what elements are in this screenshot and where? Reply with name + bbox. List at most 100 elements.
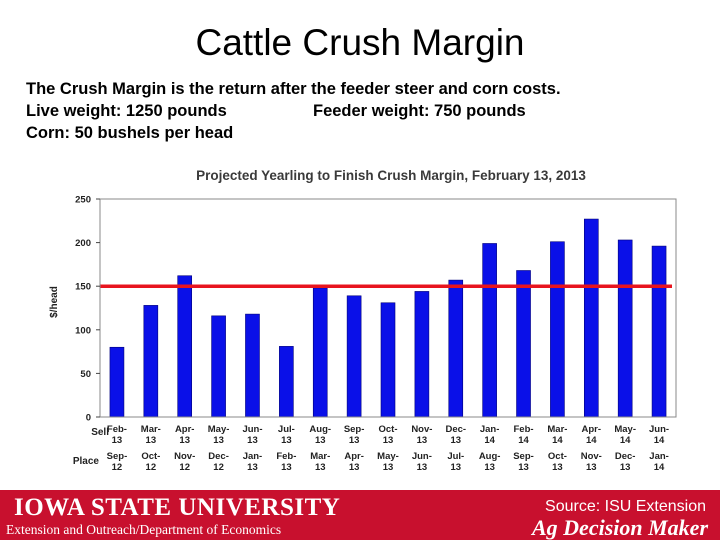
source-text: Source: ISU Extension <box>545 498 706 515</box>
sell-label-year: 13 <box>315 435 326 446</box>
place-label-month: Nov- <box>174 451 195 462</box>
place-label-year: 12 <box>213 462 224 473</box>
bar-jun-13 <box>245 313 260 418</box>
sell-label-year: 13 <box>213 435 224 446</box>
sell-label-year: 13 <box>349 435 360 446</box>
sell-label-month: May- <box>208 424 230 435</box>
sell-label-year: 14 <box>518 435 529 446</box>
place-row-label: Place <box>73 456 100 467</box>
place-label-month: Oct- <box>548 451 567 462</box>
place-label-month: Nov- <box>581 451 602 462</box>
sell-label-month: Nov- <box>411 424 432 435</box>
place-label-year: 14 <box>654 462 665 473</box>
bar-mar-14 <box>550 241 565 418</box>
bar-nov-13 <box>414 291 430 418</box>
place-label-month: Jan- <box>243 451 263 462</box>
crush-margin-chart: Projected Yearling to Finish Crush Margi… <box>26 150 706 475</box>
bar-jan-14 <box>482 243 497 418</box>
bar-may-14 <box>617 239 633 418</box>
bar-apr-13 <box>177 275 193 418</box>
place-label-year: 13 <box>417 462 428 473</box>
sell-label-year: 14 <box>654 435 665 446</box>
y-axis-label: $/head <box>49 286 60 318</box>
description-live-weight: Live weight: 1250 pounds <box>26 102 227 120</box>
place-label-year: 12 <box>112 462 123 473</box>
place-label-year: 13 <box>586 462 597 473</box>
bar-apr-14 <box>583 218 599 418</box>
department-text: Extension and Outreach/Department of Eco… <box>6 522 282 537</box>
sell-label-month: Jul- <box>278 424 295 435</box>
sell-label-month: Sep- <box>344 424 365 435</box>
sell-label-month: Apr- <box>175 424 195 435</box>
sell-label-year: 14 <box>620 435 631 446</box>
bar-feb-14 <box>516 270 531 418</box>
bar-feb-13 <box>109 346 125 418</box>
sell-label-month: Oct- <box>379 424 398 435</box>
sell-label-year: 13 <box>112 435 123 446</box>
footer-bar: Iowa State University Extension and Outr… <box>0 490 720 540</box>
y-tick-label: 100 <box>75 325 91 336</box>
sell-label-month: Jan- <box>480 424 500 435</box>
place-label-month: Sep- <box>513 451 534 462</box>
sell-label-month: Mar- <box>141 424 161 435</box>
place-label-year: 13 <box>620 462 631 473</box>
place-label-year: 13 <box>552 462 563 473</box>
place-label-month: Dec- <box>615 451 636 462</box>
y-tick-label: 50 <box>80 369 91 380</box>
plot-frame <box>99 198 677 418</box>
place-label-year: 13 <box>450 462 461 473</box>
bar-mar-13 <box>143 305 159 418</box>
place-label-month: May- <box>377 451 399 462</box>
y-tick-label: 0 <box>86 413 91 424</box>
y-tick-label: 200 <box>75 238 91 249</box>
sell-label-year: 13 <box>450 435 461 446</box>
place-label-month: Jul- <box>447 451 464 462</box>
place-label-month: Sep- <box>107 451 128 462</box>
description-feeder-weight: Feeder weight: 750 pounds <box>313 102 526 120</box>
sell-label-year: 14 <box>484 435 495 446</box>
sell-label-month: Feb- <box>513 424 533 435</box>
place-label-month: Oct- <box>141 451 160 462</box>
sell-label-month: Aug- <box>309 424 331 435</box>
place-label-year: 12 <box>179 462 190 473</box>
bar-dec-13 <box>448 279 464 418</box>
ag-decision-maker-logo: Ag Decision Maker <box>532 515 708 540</box>
bar-oct-13 <box>380 302 396 418</box>
description-line-3: Corn: 50 bushels per head <box>26 124 234 142</box>
bar-may-13 <box>211 315 226 418</box>
place-label-year: 13 <box>518 462 529 473</box>
sell-label-year: 13 <box>281 435 292 446</box>
sell-label-month: Apr- <box>582 424 602 435</box>
sell-label-month: Mar- <box>547 424 567 435</box>
bar-sep-13 <box>346 295 362 418</box>
place-label-month: Jan- <box>649 451 669 462</box>
sell-label-year: 13 <box>417 435 428 446</box>
sell-label-year: 13 <box>179 435 190 446</box>
place-label-year: 13 <box>349 462 360 473</box>
sell-label-year: 13 <box>247 435 258 446</box>
sell-label-month: Dec- <box>445 424 466 435</box>
place-label-month: Dec- <box>208 451 229 462</box>
bar-jun-14 <box>651 245 667 418</box>
place-label-year: 13 <box>484 462 495 473</box>
place-label-year: 13 <box>383 462 394 473</box>
sell-label-month: Jun- <box>649 424 669 435</box>
y-tick-label: 250 <box>75 195 91 206</box>
sell-row-label: Sell <box>91 427 109 438</box>
sell-label-month: Jun- <box>242 424 262 435</box>
slide-title: Cattle Crush Margin <box>195 22 525 63</box>
university-wordmark: Iowa State University <box>14 494 341 521</box>
place-label-month: Jun- <box>412 451 432 462</box>
place-label-year: 13 <box>281 462 292 473</box>
place-label-year: 13 <box>247 462 258 473</box>
sell-label-year: 13 <box>146 435 157 446</box>
place-label-year: 12 <box>146 462 157 473</box>
place-label-month: Apr- <box>344 451 364 462</box>
y-tick-label: 150 <box>75 282 91 293</box>
place-label-month: Feb- <box>276 451 296 462</box>
chart-title: Projected Yearling to Finish Crush Margi… <box>196 168 586 183</box>
sell-label-year: 14 <box>552 435 563 446</box>
place-label-year: 13 <box>315 462 326 473</box>
description-line-1: The Crush Margin is the return after the… <box>26 80 561 98</box>
sell-label-year: 13 <box>383 435 394 446</box>
